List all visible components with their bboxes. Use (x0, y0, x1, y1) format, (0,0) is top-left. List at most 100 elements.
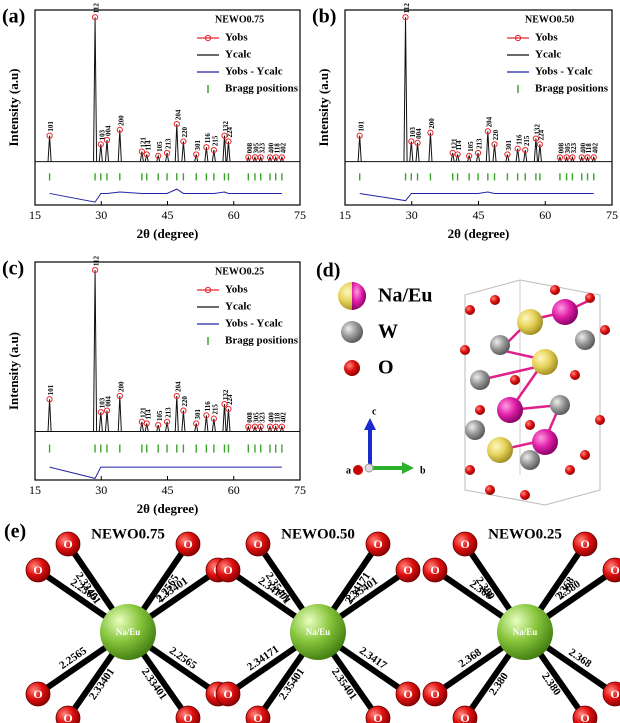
legend-label: W (378, 321, 398, 343)
oxygen-label: O (610, 563, 619, 577)
peak-label: 215 (211, 404, 219, 415)
calc-peak (165, 152, 170, 162)
peak-label: 215 (211, 135, 219, 146)
peak-label: 118 (273, 143, 281, 154)
oxygen-label: O (460, 711, 469, 723)
oxygen-label: O (183, 711, 192, 723)
oxygen-label: O (403, 687, 412, 701)
peak-label: 213 (476, 138, 484, 149)
peak-label: 112 (93, 3, 101, 14)
obs-point (414, 139, 421, 146)
obs-point (245, 154, 252, 161)
obs-point (257, 423, 264, 430)
center-label: Na/Eu (306, 627, 331, 637)
y-axis-label: Intensity (a.u) (6, 332, 21, 410)
obs-point (532, 135, 540, 142)
legend-label: Yobs - Ycalc (535, 66, 593, 78)
calc-peak (222, 135, 227, 162)
obs-point (251, 154, 259, 161)
peak-label: 116 (515, 134, 523, 145)
oxygen-atom (365, 531, 391, 557)
calc-peak (515, 148, 520, 162)
peak-label: 213 (165, 407, 173, 418)
peak-label: 103 (98, 129, 106, 140)
peak-label: 004 (105, 396, 113, 407)
axis-name: c (372, 406, 377, 417)
calc-peak (403, 17, 408, 162)
panel-label: (c) (2, 258, 24, 280)
group-title: NEWO0.75 (91, 526, 165, 542)
calc-peak (258, 425, 263, 432)
x-tick-label: 45 (162, 483, 174, 497)
obs-point (155, 421, 162, 429)
obs-point (536, 141, 544, 148)
calc-peak (174, 396, 179, 432)
legend-swatch (341, 321, 363, 343)
obs-point (221, 132, 228, 139)
x-axis-label: 2θ (degree) (137, 501, 199, 516)
obs-point (427, 129, 434, 136)
x-tick-label: 60 (228, 483, 240, 497)
peak-label: 213 (165, 138, 173, 149)
legend-label: Bragg positions (225, 83, 299, 95)
peak-label: 121 (139, 137, 147, 148)
center-label: Na/Eu (116, 627, 141, 637)
calc-peak (505, 154, 510, 162)
oxygen-label: O (403, 563, 412, 577)
peak-label: 400 (579, 142, 587, 153)
calc-peak (211, 418, 216, 432)
oxygen-atom (365, 705, 391, 723)
obs-point (116, 392, 123, 400)
calc-peak (181, 141, 186, 162)
obs-point (578, 154, 585, 161)
legend-label: Ycalc (225, 49, 251, 61)
peak-label: 105 (467, 141, 475, 152)
legend-swatch (204, 34, 212, 42)
peak-label: 112 (93, 255, 101, 266)
calc-peak (357, 135, 362, 162)
obs-point (143, 151, 150, 158)
obs-point (103, 136, 111, 144)
oxygen-label: O (580, 711, 589, 723)
obs-point (203, 412, 210, 419)
peak-label: 132 (222, 389, 230, 400)
peak-label: 200 (117, 115, 125, 126)
peak-label: 118 (585, 143, 593, 154)
calc-peak (476, 152, 481, 162)
obs-point (210, 147, 217, 154)
panel-label: (d) (316, 260, 340, 282)
x-tick-label: 75 (606, 208, 618, 222)
peak-label: 301 (194, 408, 202, 419)
obs-point (272, 423, 279, 430)
obs-point (278, 154, 285, 161)
peak-label: 004 (415, 128, 423, 139)
peak-label: 400 (268, 142, 276, 153)
peak-label: 220 (181, 126, 189, 137)
peak-label: 121 (450, 138, 458, 149)
legend-label: Yobs (225, 32, 248, 44)
oxygen-atom (245, 531, 271, 557)
peak-label: 204 (485, 116, 493, 127)
peak-label: 305 (253, 412, 261, 423)
peak-label: 301 (194, 139, 202, 150)
x-tick-label: 75 (294, 208, 306, 222)
peak-label: 101 (47, 121, 55, 132)
legend-label: Bragg positions (535, 83, 609, 95)
peak-label: 105 (156, 410, 164, 421)
peak-label: 121 (139, 407, 147, 418)
oxygen-label: O (580, 537, 589, 551)
legend-label: Na/Eu (378, 285, 432, 307)
oxygen-atom (422, 681, 448, 707)
obs-point (556, 154, 564, 161)
obs-point (163, 149, 171, 157)
center-atom (497, 604, 553, 660)
peak-label: 224 (226, 126, 234, 137)
x-tick-label: 15 (29, 483, 41, 497)
obs-point (103, 407, 111, 414)
bond-length: 2.380 (539, 671, 563, 699)
calc-peak (144, 154, 149, 162)
oxygen-label: O (63, 537, 72, 551)
difference-line (49, 466, 282, 479)
calc-peak (273, 425, 278, 432)
calc-peak (194, 154, 199, 162)
